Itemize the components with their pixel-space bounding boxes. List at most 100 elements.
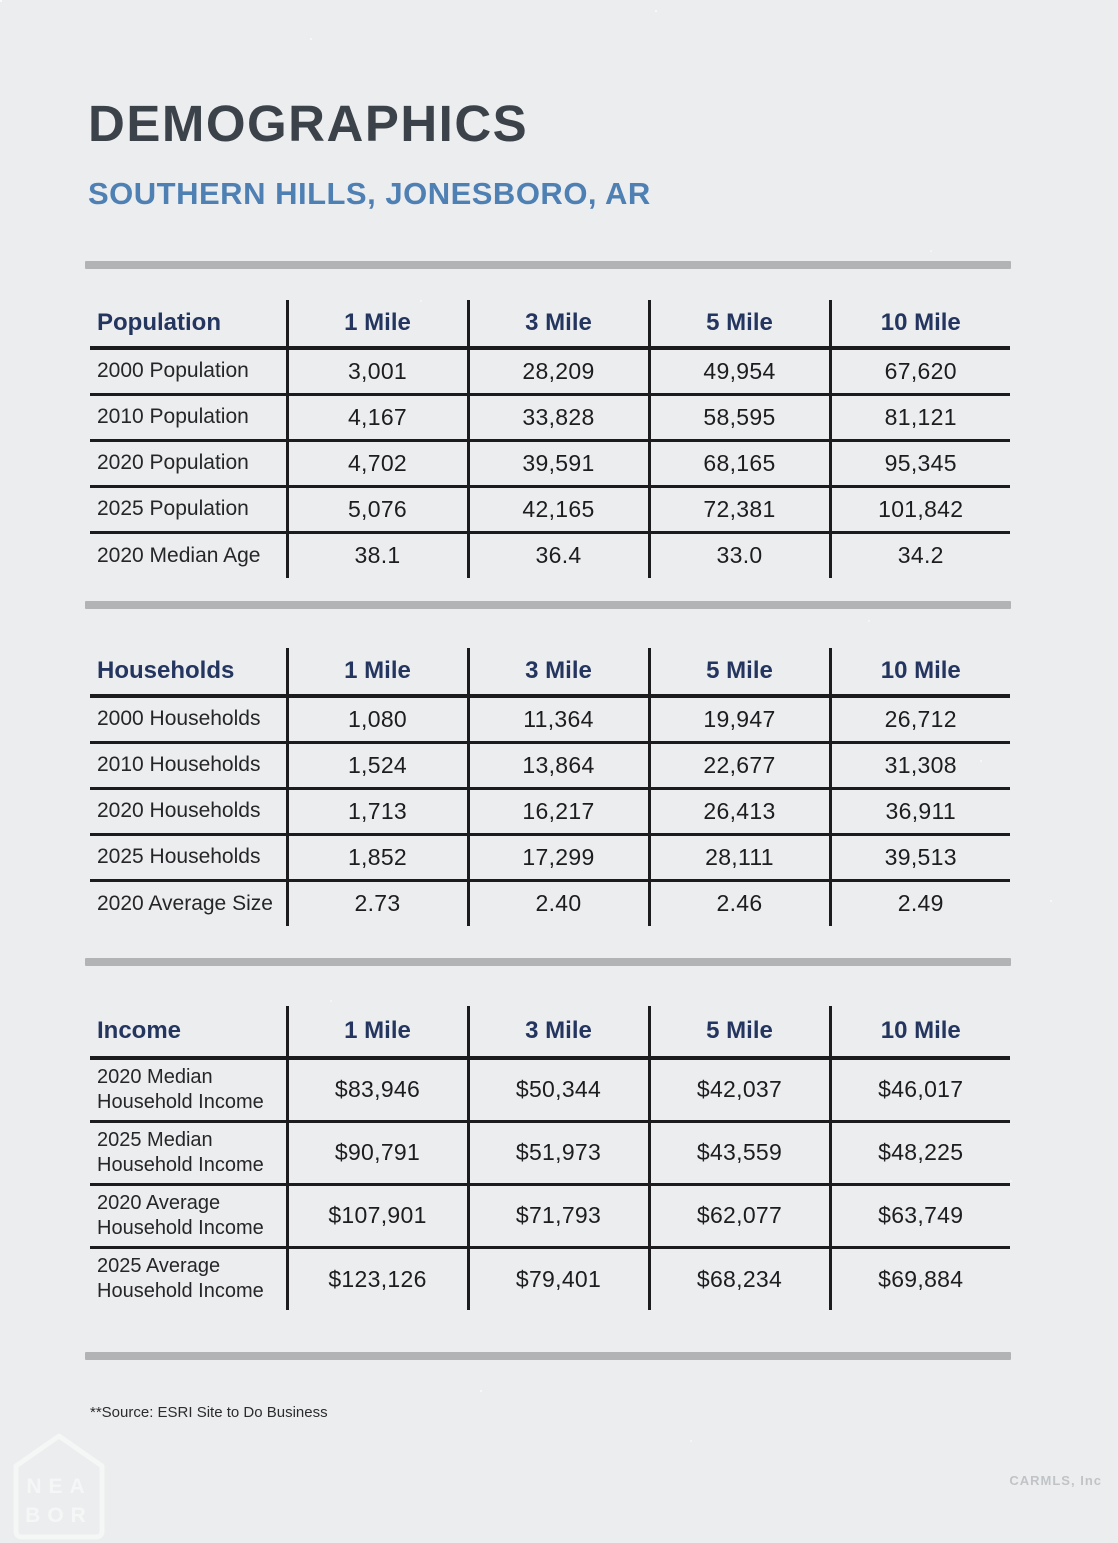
cell-value: 31,308 — [828, 742, 1010, 790]
cell-value: 4,702 — [285, 440, 468, 488]
row-label: 2020 Average Size — [97, 891, 273, 915]
row-label: 2025 Average Household Income — [97, 1255, 264, 1303]
column-header-5-mile: 5 Mile — [647, 1006, 830, 1060]
cell-value: 49,954 — [647, 348, 830, 396]
row-label: 2020 Median Household Income — [90, 1058, 287, 1123]
cell-value: 101,842 — [828, 486, 1010, 534]
cell-value: 67,620 — [828, 348, 1010, 396]
column-header-1-mile: 1 Mile — [285, 648, 468, 698]
table-row: 2020 Average Size 2.73 2.40 2.46 2.49 — [90, 880, 1010, 926]
cell-value: $50,344 — [466, 1058, 649, 1123]
row-label: 2025 Median Household Income — [90, 1121, 287, 1186]
cell-value: 1,080 — [285, 696, 468, 744]
row-label: 2020 Households — [90, 788, 287, 836]
cell-value: $90,791 — [285, 1121, 468, 1186]
table-row: 2020 Population 4,702 39,591 68,165 95,3… — [90, 440, 1010, 488]
income-table: Income 1 Mile 3 Mile 5 Mile 10 Mile 2020… — [90, 1006, 1010, 1310]
cell-value: 28,111 — [647, 834, 830, 882]
households-table-title: Households — [90, 648, 287, 698]
neabor-watermark-logo: NEA BOR — [13, 1433, 105, 1540]
cell-value: $62,077 — [647, 1184, 830, 1249]
section-divider — [85, 601, 1011, 609]
row-label: 2000 Population — [90, 348, 287, 396]
cell-value: $79,401 — [466, 1247, 649, 1310]
cell-value: 1,852 — [285, 834, 468, 882]
population-header-row: Population 1 Mile 3 Mile 5 Mile 10 Mile — [90, 300, 1010, 350]
cell-value: 95,345 — [828, 440, 1010, 488]
cell-value: $68,234 — [647, 1247, 830, 1310]
cell-value: 2.49 — [828, 880, 1010, 926]
cell-value: $43,559 — [647, 1121, 830, 1186]
table-row: 2025 Median Household Income $90,791 $51… — [90, 1121, 1010, 1186]
demographics-flyer: DEMOGRAPHICS SOUTHERN HILLS, JONESBORO, … — [0, 0, 1102, 1488]
section-divider — [85, 261, 1011, 269]
row-label: 2025 Population — [90, 486, 287, 534]
page-subtitle: SOUTHERN HILLS, JONESBORO, AR — [88, 176, 651, 211]
row-label: 2020 Population — [90, 440, 287, 488]
cell-value: 39,591 — [466, 440, 649, 488]
cell-value: 33.0 — [647, 532, 830, 578]
photo-noise-speckles — [0, 0, 2, 2]
svg-text:NEA: NEA — [26, 1475, 91, 1498]
cell-value: $42,037 — [647, 1058, 830, 1123]
cell-value: $107,901 — [285, 1184, 468, 1249]
column-header-3-mile: 3 Mile — [466, 300, 649, 350]
cell-value: 17,299 — [466, 834, 649, 882]
column-header-3-mile: 3 Mile — [466, 1006, 649, 1060]
table-row: 2025 Population 5,076 42,165 72,381 101,… — [90, 486, 1010, 534]
cell-value: 36,911 — [828, 788, 1010, 836]
cell-value: $71,793 — [466, 1184, 649, 1249]
population-table-title: Population — [90, 300, 287, 350]
row-label: 2025 Households — [90, 834, 287, 882]
cell-value: 68,165 — [647, 440, 830, 488]
svg-text:BOR: BOR — [25, 1504, 93, 1527]
section-divider — [85, 958, 1011, 966]
cell-value: 38.1 — [285, 532, 468, 578]
cell-value: 5,076 — [285, 486, 468, 534]
row-label: 2010 Households — [90, 742, 287, 790]
cell-value: 33,828 — [466, 394, 649, 442]
cell-value: 1,713 — [285, 788, 468, 836]
column-header-1-mile: 1 Mile — [285, 1006, 468, 1060]
cell-value: $48,225 — [828, 1121, 1010, 1186]
income-table-title: Income — [90, 1006, 287, 1060]
column-header-1-mile: 1 Mile — [285, 300, 468, 350]
column-header-5-mile: 5 Mile — [647, 648, 830, 698]
cell-value: 22,677 — [647, 742, 830, 790]
cell-value: 19,947 — [647, 696, 830, 744]
households-table: Households 1 Mile 3 Mile 5 Mile 10 Mile … — [90, 648, 1010, 926]
table-row: 2020 Average Household Income $107,901 $… — [90, 1184, 1010, 1249]
cell-value: 1,524 — [285, 742, 468, 790]
table-row: 2025 Average Household Income $123,126 $… — [90, 1247, 1010, 1310]
cell-value: 2.73 — [285, 880, 468, 926]
cell-value: 36.4 — [466, 532, 649, 578]
table-row: 2020 Median Household Income $83,946 $50… — [90, 1058, 1010, 1123]
column-header-10-mile: 10 Mile — [828, 1006, 1010, 1060]
cell-value: 28,209 — [466, 348, 649, 396]
cell-value: 11,364 — [466, 696, 649, 744]
cell-value: 4,167 — [285, 394, 468, 442]
cell-value: $51,973 — [466, 1121, 649, 1186]
cell-value: $69,884 — [828, 1247, 1010, 1310]
population-table: Population 1 Mile 3 Mile 5 Mile 10 Mile … — [90, 300, 1010, 578]
cell-value: 26,712 — [828, 696, 1010, 744]
column-header-10-mile: 10 Mile — [828, 300, 1010, 350]
cell-value: $83,946 — [285, 1058, 468, 1123]
mls-watermark-text: CARMLS, Inc — [1009, 1473, 1102, 1488]
page-title: DEMOGRAPHICS — [88, 95, 529, 152]
cell-value: $123,126 — [285, 1247, 468, 1310]
cell-value: 58,595 — [647, 394, 830, 442]
cell-value: $63,749 — [828, 1184, 1010, 1249]
row-label: 2000 Households — [90, 696, 287, 744]
cell-value: 13,864 — [466, 742, 649, 790]
table-row: 2010 Population 4,167 33,828 58,595 81,1… — [90, 394, 1010, 442]
table-row: 2010 Households 1,524 13,864 22,677 31,3… — [90, 742, 1010, 790]
cell-value: 26,413 — [647, 788, 830, 836]
households-header-row: Households 1 Mile 3 Mile 5 Mile 10 Mile — [90, 648, 1010, 698]
income-header-row: Income 1 Mile 3 Mile 5 Mile 10 Mile — [90, 1006, 1010, 1060]
row-label: 2020 Median Age — [97, 543, 261, 567]
table-row: 2000 Population 3,001 28,209 49,954 67,6… — [90, 348, 1010, 396]
cell-value: 2.46 — [647, 880, 830, 926]
source-note: **Source: ESRI Site to Do Business — [90, 1404, 328, 1421]
column-header-10-mile: 10 Mile — [828, 648, 1010, 698]
